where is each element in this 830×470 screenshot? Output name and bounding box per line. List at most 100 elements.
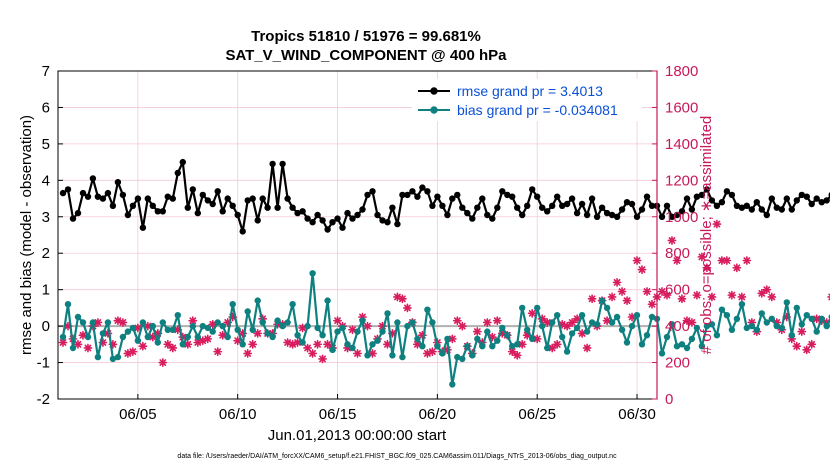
data-point: [219, 208, 226, 215]
footer-data-file: data file: /Users/raeder/DAI/ATM_forcXX/…: [177, 453, 617, 460]
data-point: [673, 211, 681, 219]
data-point: [628, 322, 636, 330]
data-point: [823, 197, 830, 204]
data-point: [334, 328, 341, 335]
data-point: [154, 339, 161, 346]
obs-marker: [707, 292, 717, 302]
data-point: [618, 206, 626, 213]
data-point: [159, 319, 166, 326]
data-point: [568, 195, 576, 202]
data-point: [209, 328, 216, 335]
data-point: [499, 324, 506, 332]
data-point: [424, 306, 431, 313]
data-point: [683, 195, 691, 202]
data-point: [419, 343, 426, 350]
data-point: [693, 193, 701, 200]
data-point: [234, 211, 241, 219]
data-point: [813, 195, 820, 202]
data-point: [583, 211, 591, 219]
legend-bias-marker: [430, 106, 438, 114]
data-point: [349, 344, 356, 352]
data-point: [658, 213, 666, 220]
data-point: [793, 304, 800, 312]
data-point: [184, 204, 191, 211]
data-point: [623, 339, 631, 346]
data-point: [219, 322, 226, 330]
data-point: [259, 195, 266, 202]
data-point: [788, 332, 795, 339]
left-tick-label: -2: [37, 391, 50, 408]
data-point: [648, 313, 656, 321]
data-point: [563, 348, 571, 355]
right-tick-label: 1000: [665, 209, 698, 226]
data-point: [663, 202, 671, 209]
obs-marker: [313, 339, 322, 349]
obs-marker: [697, 252, 707, 262]
data-point: [738, 301, 746, 308]
data-point: [399, 353, 406, 361]
data-point: [379, 328, 386, 335]
obs-marker: [243, 349, 253, 358]
data-point: [798, 321, 805, 328]
x-tick-label: 06/05: [119, 406, 157, 423]
obs-marker: [587, 294, 597, 304]
data-point: [179, 341, 186, 348]
data-point: [733, 202, 741, 209]
data-point: [64, 301, 72, 308]
data-point: [449, 381, 456, 388]
data-point: [514, 341, 521, 348]
data-point: [279, 322, 286, 330]
obs-marker: [128, 347, 138, 357]
obs-marker: [73, 339, 83, 349]
data-point: [733, 315, 741, 322]
data-point: [494, 204, 501, 211]
data-point: [434, 343, 441, 350]
data-point: [59, 189, 67, 197]
data-point: [554, 193, 561, 200]
data-point: [129, 324, 137, 332]
data-point: [89, 175, 97, 182]
data-point: [149, 322, 156, 330]
obs-marker: [517, 339, 527, 349]
data-point: [539, 204, 546, 211]
data-point: [324, 226, 331, 233]
obs-marker: [333, 316, 342, 326]
data-point: [648, 202, 656, 209]
obs-marker: [78, 330, 88, 340]
data-point: [334, 215, 341, 222]
obs-marker: [203, 334, 213, 344]
data-point: [474, 204, 481, 211]
data-point: [703, 186, 711, 193]
obs-marker: [717, 256, 727, 265]
data-point: [159, 208, 166, 215]
data-point: [534, 304, 541, 312]
data-point: [264, 330, 271, 337]
data-point: [613, 313, 621, 321]
data-point: [454, 191, 461, 199]
data-point: [379, 217, 386, 224]
x-tick-label: 06/25: [518, 406, 556, 423]
obs-marker: [552, 339, 562, 349]
data-point: [549, 202, 556, 209]
obs-marker: [672, 256, 682, 265]
data-point: [109, 355, 117, 363]
data-point: [568, 330, 576, 337]
data-point: [144, 333, 151, 341]
obs-marker: [163, 339, 173, 349]
data-point: [174, 169, 181, 177]
obs-marker: [722, 256, 732, 265]
data-point: [479, 195, 486, 202]
data-point: [99, 330, 107, 337]
x-axis: 06/05 06/10 06/15 06/20 06/25 06/30: [119, 394, 656, 423]
obs-marker: [647, 299, 657, 309]
data-point: [588, 195, 596, 202]
data-point: [778, 206, 785, 213]
data-point: [469, 352, 476, 359]
data-point: [484, 328, 491, 335]
data-point: [668, 321, 676, 328]
obs-marker: [567, 318, 577, 327]
data-point: [718, 306, 726, 313]
data-point: [743, 324, 750, 332]
data-point: [59, 333, 67, 341]
